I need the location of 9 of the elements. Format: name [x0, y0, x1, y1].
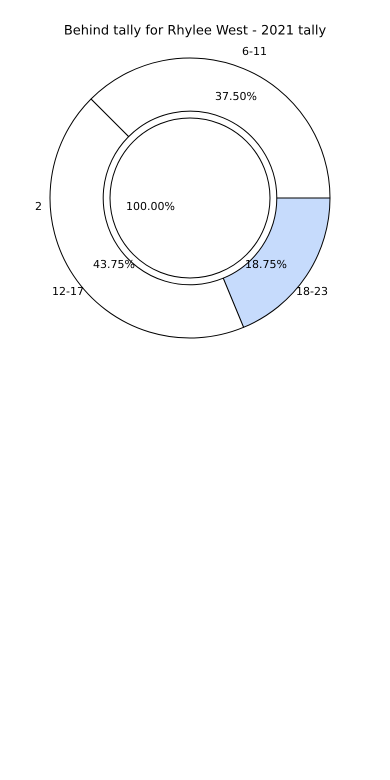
slice-label: 18-23	[296, 285, 328, 298]
slice-label: 2	[35, 200, 42, 213]
data-label: 100.00%	[126, 200, 175, 213]
data-label: 18.75%	[245, 258, 287, 271]
chart-title: Behind tally for Rhylee West - 2021 tally	[64, 24, 326, 39]
slice-label: 6-11	[242, 45, 267, 58]
slice-label: 12-17	[52, 285, 84, 298]
data-label: 43.75%	[93, 258, 135, 271]
data-label: 37.50%	[215, 90, 257, 103]
